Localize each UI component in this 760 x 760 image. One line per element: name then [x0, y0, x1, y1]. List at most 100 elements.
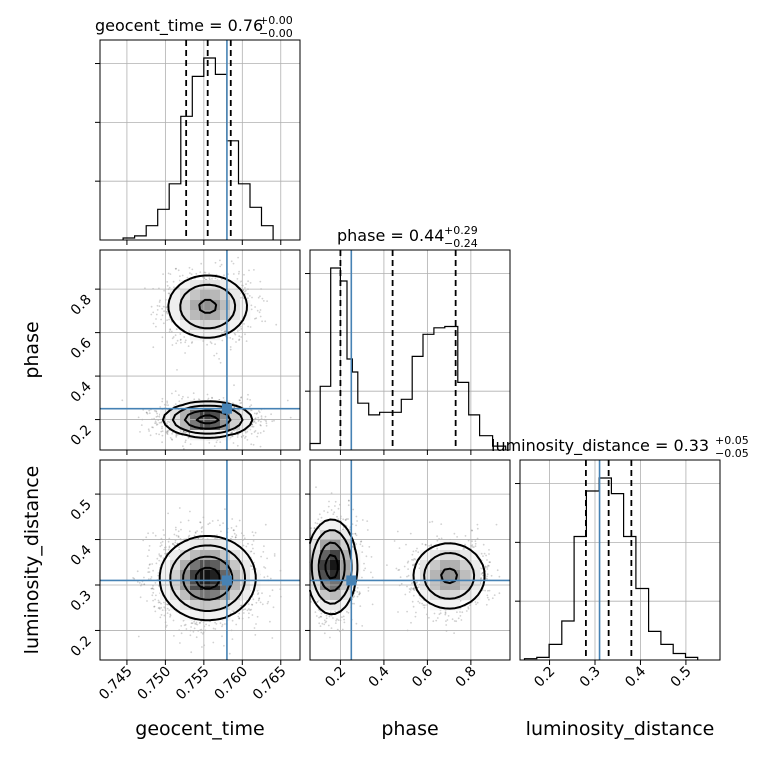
sample-point: [253, 431, 256, 433]
sample-point: [172, 619, 175, 622]
sample-point: [161, 540, 164, 543]
sample-point: [242, 534, 245, 537]
sample-point: [156, 557, 159, 560]
sample-point: [184, 439, 187, 442]
sample-point: [162, 273, 165, 275]
sample-point: [212, 641, 215, 644]
sample-point: [251, 425, 254, 428]
sample-point: [233, 384, 235, 387]
sample-point: [184, 339, 187, 342]
sample-point: [221, 635, 223, 638]
sample-point: [214, 537, 217, 540]
sample-point: [152, 346, 155, 349]
sample-point: [146, 600, 148, 602]
sample-point: [239, 399, 241, 402]
sample-point: [252, 534, 255, 537]
sample-point: [242, 612, 245, 614]
sample-point: [245, 340, 248, 342]
sample-point: [148, 571, 151, 573]
sample-point: [250, 404, 253, 406]
sample-point: [255, 413, 258, 415]
sample-point: [152, 311, 155, 314]
sample-point: [247, 393, 249, 396]
sample-point: [187, 536, 190, 538]
sample-point: [254, 531, 257, 534]
sample-point: [223, 330, 226, 333]
sample-point: [188, 530, 191, 533]
sample-point: [168, 546, 171, 549]
sample-point: [136, 570, 139, 573]
sample-point: [240, 396, 243, 398]
sample-point: [199, 521, 202, 524]
sample-point: [169, 273, 172, 275]
sample-point: [254, 430, 257, 432]
sample-point: [188, 330, 191, 333]
sample-point: [181, 274, 184, 277]
sample-point: [136, 581, 139, 583]
sample-point: [273, 419, 275, 422]
sample-point: [161, 430, 164, 432]
sample-point: [160, 544, 163, 546]
sample-point: [158, 415, 161, 418]
sample-point: [260, 415, 263, 418]
sample-point: [257, 416, 260, 419]
sample-point: [178, 546, 181, 549]
sample-point: [161, 314, 164, 317]
sample-point: [190, 651, 193, 654]
sample-point: [208, 442, 211, 444]
sample-point: [269, 577, 272, 580]
sample-point: [230, 260, 233, 263]
sample-point: [148, 549, 150, 552]
sample-point: [147, 428, 150, 431]
sample-point: [249, 282, 252, 284]
sample-point: [166, 312, 169, 315]
sample-point: [250, 432, 253, 435]
sample-point: [167, 272, 170, 275]
sample-point: [231, 338, 234, 340]
sample-point: [155, 432, 158, 435]
sample-point: [160, 421, 163, 423]
sample-point: [174, 403, 177, 405]
sample-point: [160, 430, 163, 433]
sample-point: [249, 609, 252, 611]
sample-point: [160, 318, 163, 321]
sample-point: [262, 300, 265, 302]
sample-point: [246, 398, 249, 401]
sample-point: [224, 508, 226, 510]
sample-point: [172, 542, 174, 545]
sample-point: [162, 322, 165, 325]
sample-point: [215, 352, 218, 355]
sample-point: [256, 309, 259, 312]
sample-point: [166, 402, 169, 404]
sample-point: [156, 309, 159, 311]
sample-point: [161, 425, 164, 428]
sample-point: [163, 310, 166, 313]
density-cell: [220, 310, 231, 321]
sample-point: [251, 603, 253, 606]
sample-point: [209, 341, 212, 343]
sample-point: [210, 342, 213, 345]
sample-point: [150, 587, 153, 590]
sample-point: [211, 397, 214, 399]
sample-point: [189, 634, 192, 637]
sample-point: [219, 441, 222, 443]
sample-point: [149, 578, 152, 580]
sample-point: [251, 614, 254, 616]
sample-point: [154, 422, 156, 424]
sample-point: [156, 423, 159, 426]
sample-point: [254, 634, 257, 636]
sample-point: [252, 540, 255, 542]
sample-point: [224, 623, 226, 625]
sample-point: [223, 274, 225, 277]
sample-point: [166, 612, 169, 614]
sample-point: [168, 292, 171, 295]
sample-point: [262, 551, 265, 553]
sample-point: [253, 412, 256, 415]
sample-point: [174, 334, 177, 337]
sample-point: [171, 432, 174, 435]
sample-point: [182, 447, 185, 450]
sample-point: [265, 420, 267, 423]
sample-point: [176, 369, 178, 371]
sample-point: [180, 632, 183, 635]
sample-point: [185, 628, 188, 630]
